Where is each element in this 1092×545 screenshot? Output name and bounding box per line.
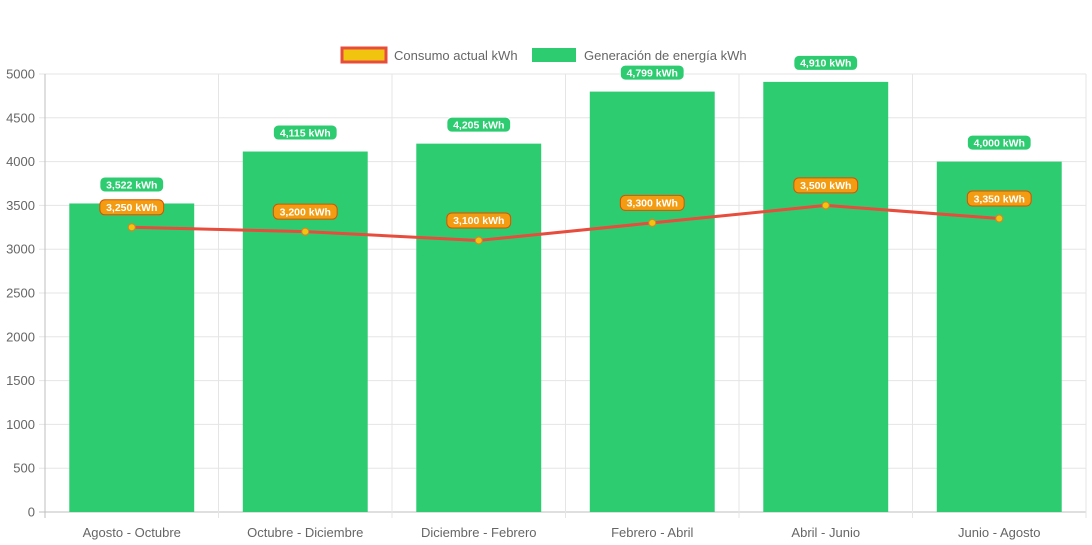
line-value-label-text: 3,200 kWh: [280, 206, 331, 218]
y-tick-label: 3000: [6, 242, 35, 257]
line-value-label: 3,350 kWh: [966, 190, 1032, 207]
line-point: [648, 218, 657, 227]
data-label-badge: [272, 124, 338, 141]
y-axis: 0 500 1000 1500 2000 2500 3000 3500 4000 4500 5000: [6, 67, 35, 520]
bar-series: [69, 81, 1062, 513]
bar: [416, 143, 542, 512]
x-tick-label: Diciembre - Febrero: [421, 525, 537, 540]
y-tick-label: 3500: [6, 198, 35, 213]
data-label-badge: [99, 199, 165, 216]
y-tick-label: 4500: [6, 110, 35, 125]
data-label-badge: [966, 190, 1032, 207]
y-tick-label: 500: [13, 461, 35, 476]
bar-value-label: 4,115 kWh: [272, 124, 338, 141]
legend: Consumo actual kWh Generación de energía …: [340, 46, 747, 64]
x-tick-label: Abril - Junio: [791, 525, 860, 540]
y-tick-label: 1000: [6, 417, 35, 432]
data-label-badge: [446, 212, 512, 229]
y-tick-label: 5000: [6, 67, 35, 82]
bar: [69, 203, 195, 513]
bar-value-label-text: 4,000 kWh: [974, 137, 1025, 149]
line-point: [301, 227, 310, 236]
bar-value-label-text: 3,522 kWh: [106, 179, 157, 191]
bar-value-label: 4,799 kWh: [619, 64, 685, 81]
line-series: [127, 201, 1004, 245]
x-tick-label: Junio - Agosto: [958, 525, 1040, 540]
x-tick-label: Octubre - Diciembre: [247, 525, 363, 540]
bar-value-label: 4,000 kWh: [966, 134, 1032, 151]
data-label-badge: [793, 54, 859, 71]
data-label-badge: [272, 203, 338, 220]
y-tick-label: 2500: [6, 286, 35, 301]
line-value-label: 3,500 kWh: [793, 177, 859, 194]
bar: [763, 81, 889, 512]
data-label-badge: [619, 64, 685, 81]
x-axis: Agosto - Octubre Octubre - Diciembre Dicie…: [83, 525, 1041, 540]
line-value-label-text: 3,350 kWh: [974, 193, 1025, 205]
y-tick-label: 0: [28, 505, 35, 520]
bar-value-label-text: 4,115 kWh: [280, 127, 331, 139]
bar: [589, 91, 715, 512]
bar-value-label-text: 4,205 kWh: [453, 119, 504, 131]
line-point: [127, 223, 136, 232]
bar-value-label-text: 4,799 kWh: [627, 67, 678, 79]
line-point: [474, 236, 483, 245]
data-label-badge: [793, 177, 859, 194]
y-tick-label: 1500: [6, 373, 35, 388]
line-value-label: 3,200 kWh: [272, 203, 338, 220]
grid-lines: [39, 73, 1087, 518]
data-label-badge: [99, 176, 165, 193]
data-label-badge: [619, 194, 685, 211]
line-value-label-text: 3,250 kWh: [106, 202, 157, 214]
data-label-badge: [446, 116, 512, 133]
y-tick-label: 4000: [6, 154, 35, 169]
line-point: [995, 214, 1004, 223]
line-value-label-text: 3,500 kWh: [800, 180, 851, 192]
legend-label-generacion: Generación de energía kWh: [584, 48, 747, 63]
line-value-label-text: 3,300 kWh: [627, 198, 678, 210]
line-value-label: 3,250 kWh: [99, 199, 165, 216]
bar-value-label-text: 4,910 kWh: [800, 58, 851, 70]
legend-swatch-consumo: [340, 46, 388, 64]
x-tick-label: Febrero - Abril: [611, 525, 693, 540]
x-tick-label: Agosto - Octubre: [83, 525, 181, 540]
line-path: [131, 203, 1000, 242]
legend-swatch-generacion: [532, 48, 576, 62]
bar-value-label: 4,205 kWh: [446, 116, 512, 133]
y-tick-label: 2000: [6, 329, 35, 344]
line-point: [821, 201, 830, 210]
line-value-label-text: 3,100 kWh: [453, 215, 504, 227]
bar-value-label: 4,910 kWh: [793, 54, 859, 71]
data-label-badge: [966, 134, 1032, 151]
line-value-label: 3,100 kWh: [446, 212, 512, 229]
legend-label-consumo: Consumo actual kWh: [394, 48, 518, 63]
line-value-label: 3,300 kWh: [619, 194, 685, 211]
bar-value-label: 3,522 kWh: [99, 176, 165, 193]
